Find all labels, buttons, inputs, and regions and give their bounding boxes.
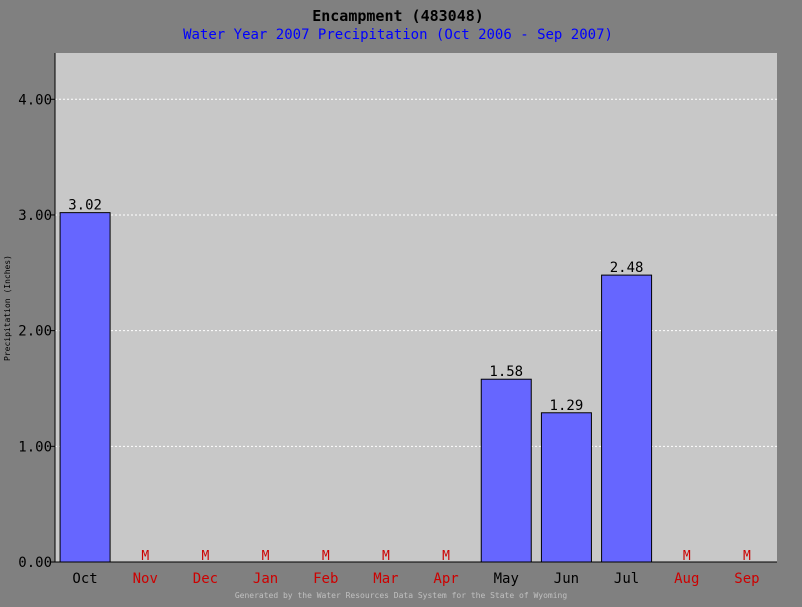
x-tick-label-sep: Sep <box>734 571 759 587</box>
y-tick-label-2: 2.00 <box>18 324 52 340</box>
missing-marker-aug: M <box>683 549 691 564</box>
x-tick-label-jun: Jun <box>554 571 579 587</box>
x-tick-label-may: May <box>494 571 519 587</box>
x-tick-label-apr: Apr <box>433 571 458 587</box>
y-tick-label-0: 0.00 <box>18 555 52 571</box>
gridlines <box>55 98 777 447</box>
x-tick-label-feb: Feb <box>313 571 338 587</box>
x-tick-label-oct: Oct <box>72 571 97 587</box>
chart-title: Encampment (483048) <box>312 7 484 25</box>
chart-subtitle: Water Year 2007 Precipitation (Oct 2006 … <box>183 27 613 43</box>
plot-area <box>55 53 777 562</box>
x-tick-label-aug: Aug <box>674 571 699 587</box>
missing-marker-apr: M <box>442 549 450 564</box>
y-tick-label-4: 4.00 <box>18 92 52 108</box>
x-axis-ticks: Oct Nov Dec Jan Feb Mar Apr May Jun Jul Aug Sep <box>72 571 759 587</box>
y-axis-ticks: 0.00 1.00 2.00 3.00 4.00 <box>18 92 55 571</box>
footer-credit: Generated by the Water Resources Data Sy… <box>235 591 568 600</box>
y-axis-label: Precipitation (Inches) <box>3 255 12 361</box>
missing-marker-jan: M <box>262 549 270 564</box>
x-tick-label-dec: Dec <box>193 571 218 587</box>
data-label-may: 1.58 <box>489 364 523 380</box>
y-tick-label-1: 1.00 <box>18 439 52 455</box>
bar-may <box>480 378 532 563</box>
x-tick-label-mar: Mar <box>373 571 398 587</box>
data-label-jul: 2.48 <box>610 260 644 276</box>
y-tick-label-3: 3.00 <box>18 208 52 224</box>
data-label-oct: 3.02 <box>68 198 102 214</box>
missing-marker-nov: M <box>141 549 149 564</box>
missing-marker-feb: M <box>322 549 330 564</box>
data-label-jun: 1.29 <box>550 398 584 414</box>
bar-oct <box>59 212 111 563</box>
x-tick-label-jul: Jul <box>614 571 639 587</box>
missing-marker-sep: M <box>743 549 751 564</box>
bar-jun <box>540 412 592 563</box>
missing-marker-mar: M <box>382 549 390 564</box>
bar-jul <box>601 274 653 563</box>
missing-marker-dec: M <box>202 549 210 564</box>
x-tick-label-jan: Jan <box>253 571 278 587</box>
x-tick-label-nov: Nov <box>133 571 158 587</box>
